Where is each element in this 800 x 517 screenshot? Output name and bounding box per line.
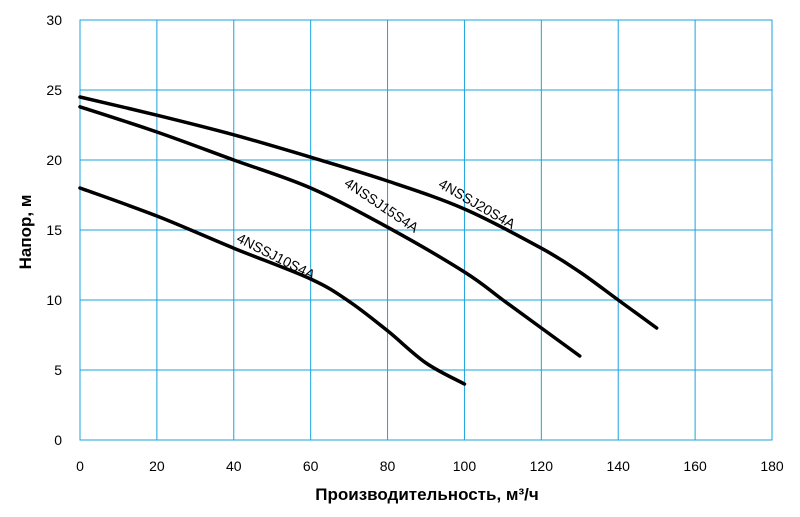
y-tick-label: 20 xyxy=(46,152,62,168)
curves xyxy=(78,95,659,386)
grid xyxy=(79,19,773,441)
x-tick-label: 180 xyxy=(760,458,784,474)
x-tick-label: 160 xyxy=(683,458,707,474)
x-tick-label: 0 xyxy=(76,458,84,474)
y-axis-title: Напор, м xyxy=(16,195,35,270)
x-tick-label: 120 xyxy=(530,458,554,474)
x-axis-title: Производительность, м³/ч xyxy=(315,485,538,504)
series-line-3 xyxy=(78,95,659,330)
y-tick-label: 25 xyxy=(46,82,62,98)
series-line-1 xyxy=(78,186,467,386)
x-tick-label: 80 xyxy=(380,458,396,474)
y-tick-label: 0 xyxy=(54,432,62,448)
y-axis-ticks: 0 5 10 15 20 25 30 xyxy=(46,12,62,448)
plot-area-frame xyxy=(79,19,773,441)
y-tick-label: 5 xyxy=(54,362,62,378)
y-tick-label: 10 xyxy=(46,292,62,308)
x-tick-label: 60 xyxy=(303,458,319,474)
y-tick-label: 30 xyxy=(46,12,62,28)
series-label-1: 4NSSJ10S4A xyxy=(234,230,318,283)
x-tick-label: 140 xyxy=(607,458,631,474)
x-tick-label: 20 xyxy=(149,458,165,474)
series-line-2 xyxy=(78,105,582,358)
x-tick-label: 100 xyxy=(453,458,477,474)
x-tick-label: 40 xyxy=(226,458,242,474)
x-axis-ticks: 0 20 40 60 80 100 120 140 160 180 xyxy=(76,458,784,474)
y-tick-label: 15 xyxy=(46,222,62,238)
series-label-2: 4NSSJ15S4A xyxy=(342,174,422,236)
